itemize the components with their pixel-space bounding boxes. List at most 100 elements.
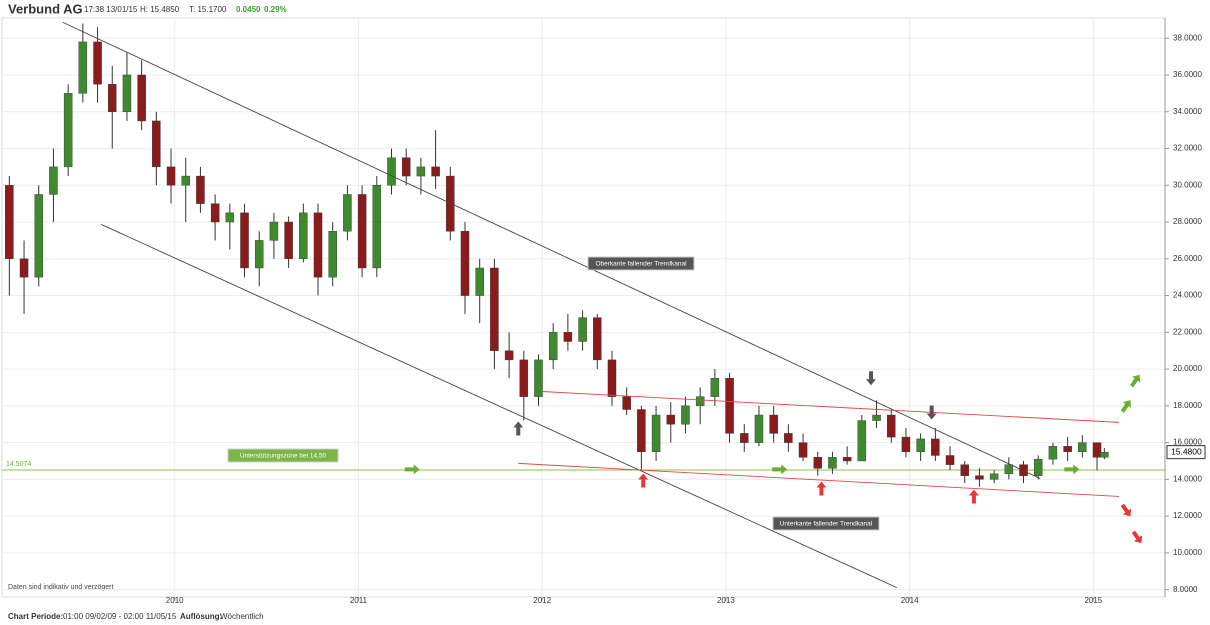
trend-line (62, 21, 1041, 479)
arrow (638, 473, 649, 488)
candle (872, 400, 881, 428)
candle-body (166, 166, 176, 186)
y-tick-label: 8.0000 (1173, 585, 1198, 594)
candle-body (1048, 446, 1058, 460)
candle-body (107, 83, 117, 112)
candle-body (1019, 464, 1028, 476)
candle-body (1100, 451, 1109, 458)
x-tick-label: 2013 (717, 596, 735, 605)
candle (196, 166, 205, 213)
candle (166, 148, 176, 204)
arrow (772, 464, 788, 475)
candle-body (93, 41, 102, 85)
y-tick-label: 32.0000 (1173, 144, 1202, 153)
candle-body (357, 194, 367, 269)
trend-line (542, 391, 1120, 423)
candle (504, 332, 514, 379)
candle (299, 203, 308, 263)
arrow (968, 489, 979, 504)
x-tick-label: 2015 (1084, 596, 1102, 605)
candle-body (34, 194, 43, 278)
candle-body (210, 203, 220, 223)
candle-body (740, 433, 749, 443)
candle (19, 240, 29, 314)
candle-body (372, 185, 382, 269)
candle (813, 451, 822, 476)
annotation-text: Oberkante fallender Trendkanal (595, 261, 687, 268)
candle-body (769, 414, 778, 434)
candle (1004, 457, 1014, 480)
x-tick-label: 2014 (901, 596, 919, 605)
candle-body (813, 457, 822, 469)
candle-body (710, 378, 720, 397)
arrow (404, 464, 420, 475)
candle (637, 405, 646, 471)
annotation-box (227, 448, 339, 463)
trend-line (518, 462, 1120, 497)
candle-body (593, 317, 602, 361)
y-tick-label: 10.0000 (1173, 548, 1202, 557)
candle (431, 130, 440, 189)
candle (842, 446, 852, 465)
candle (63, 84, 73, 177)
y-tick-label: 30.0000 (1173, 180, 1202, 189)
candle (401, 148, 411, 186)
candle (460, 222, 470, 314)
candle-body (754, 414, 764, 443)
candle (593, 313, 602, 370)
candle (754, 405, 764, 447)
price-marker-label: 15.4800 (1171, 446, 1202, 456)
y-tick-label: 36.0000 (1173, 70, 1202, 79)
y-tick-label: 28.0000 (1173, 217, 1202, 226)
candle (887, 409, 896, 443)
candle (666, 402, 676, 443)
candle-body (152, 120, 161, 168)
candle-body (887, 414, 896, 438)
candle (5, 176, 14, 296)
candle-body (637, 409, 646, 452)
candle (798, 433, 808, 461)
candle (931, 427, 940, 461)
candle-body (387, 157, 396, 186)
candle-body (1092, 442, 1102, 458)
candle (328, 222, 337, 287)
change: 0.0450 (236, 5, 261, 14)
candle (901, 427, 911, 458)
support-label: 14.5074 (6, 461, 31, 468)
candle-body (269, 221, 279, 241)
candle (284, 216, 293, 268)
high: H: 15.4850 (140, 5, 180, 14)
candle (989, 470, 999, 484)
y-tick-label: 38.0000 (1173, 33, 1202, 42)
candle-body (1004, 464, 1014, 475)
change-pct: 0.29% (264, 5, 287, 14)
candle (387, 148, 396, 195)
candle-body (695, 396, 705, 407)
candle (357, 185, 367, 278)
candle-body (725, 378, 734, 434)
candle-body (607, 359, 617, 397)
candle (960, 460, 969, 484)
candle (563, 313, 573, 351)
candle (945, 446, 955, 471)
y-tick-label: 26.0000 (1173, 254, 1202, 263)
candle-body (960, 464, 969, 476)
candle (1100, 448, 1109, 460)
candle (622, 387, 631, 416)
candle (784, 424, 793, 452)
candle-body (328, 231, 337, 278)
candle (857, 415, 867, 462)
arrow (866, 371, 877, 386)
candle (1033, 455, 1043, 480)
arrow (1064, 464, 1080, 475)
x-tick-label: 2012 (533, 596, 551, 605)
candle-body (78, 41, 88, 94)
candle-body (563, 332, 573, 342)
y-tick-label: 22.0000 (1173, 327, 1202, 336)
candle (1048, 442, 1058, 465)
candle (1078, 435, 1087, 458)
candle (254, 231, 264, 287)
candle-body (784, 433, 793, 443)
candle-body (299, 212, 308, 259)
